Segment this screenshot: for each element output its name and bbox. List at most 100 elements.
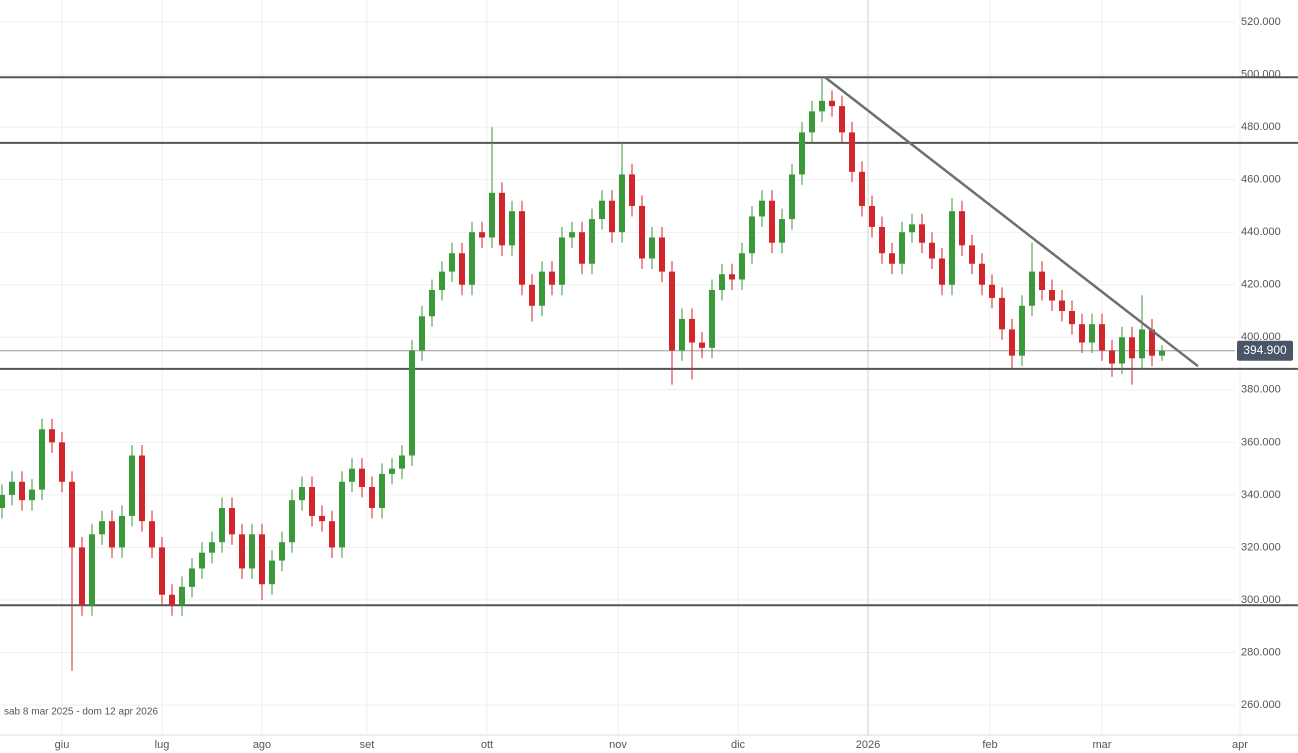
candle-body	[1079, 324, 1085, 343]
candle-body	[669, 271, 675, 351]
candle-body	[309, 487, 315, 516]
candle-body	[389, 468, 395, 474]
candle-body	[829, 100, 835, 107]
candle-body	[959, 211, 965, 246]
candle-body	[219, 508, 225, 543]
candle-body	[459, 253, 465, 285]
candle-body	[579, 232, 585, 264]
candle-body	[509, 211, 515, 246]
candle-body	[319, 515, 325, 522]
candle-body	[129, 455, 135, 516]
y-tick-label: 520.000	[1241, 16, 1281, 28]
candle-body	[879, 226, 885, 254]
candle-body	[719, 274, 725, 291]
last-price-label: 394.900	[1243, 343, 1287, 357]
candle-body	[119, 515, 125, 548]
candle-body	[489, 192, 495, 238]
candle-body	[259, 534, 265, 585]
candle-body	[849, 132, 855, 172]
x-tick-label: nov	[609, 739, 627, 751]
candle-body	[569, 232, 575, 238]
candle-body	[439, 271, 445, 291]
y-tick-label: 380.000	[1241, 384, 1281, 396]
candle-body	[769, 200, 775, 243]
candle-body	[1139, 329, 1145, 359]
candle-body	[269, 560, 275, 585]
candle-body	[399, 455, 405, 469]
candle-body	[749, 216, 755, 254]
candle-body	[549, 271, 555, 285]
candle-body	[529, 284, 535, 306]
candle-body	[609, 200, 615, 233]
candle-body	[329, 521, 335, 548]
candle-body	[9, 481, 15, 495]
candle-body	[949, 211, 955, 285]
y-tick-label: 500.000	[1241, 69, 1281, 81]
candle-body	[589, 219, 595, 264]
candle-body	[209, 542, 215, 553]
x-tick-label: set	[360, 739, 375, 751]
candle-body	[109, 521, 115, 548]
candle-body	[239, 534, 245, 569]
candle-body	[1019, 305, 1025, 356]
candle-body	[29, 489, 35, 501]
candle-body	[49, 429, 55, 443]
candle-body	[1059, 300, 1065, 312]
candle-body	[839, 106, 845, 133]
candle-body	[499, 192, 505, 246]
candle-body	[369, 487, 375, 509]
candle-body	[899, 232, 905, 264]
candle-body	[139, 455, 145, 522]
y-tick-label: 320.000	[1241, 541, 1281, 553]
y-tick-label: 260.000	[1241, 699, 1281, 711]
candle-body	[1069, 311, 1075, 325]
candle-body	[479, 232, 485, 238]
trend-line	[824, 76, 1199, 368]
y-tick-label: 340.000	[1241, 489, 1281, 501]
candle-body	[809, 111, 815, 133]
x-tick-label: apr	[1232, 739, 1248, 751]
x-tick-label: dic	[731, 739, 746, 751]
candle-body	[649, 237, 655, 259]
candle-body	[379, 473, 385, 509]
candle-body	[19, 481, 25, 501]
x-tick-label: lug	[155, 739, 170, 751]
candle-body	[299, 487, 305, 501]
candle-body	[469, 232, 475, 285]
candle-body	[149, 521, 155, 548]
candle-body	[429, 290, 435, 317]
candle-body	[359, 468, 365, 488]
y-tick-label: 480.000	[1241, 121, 1281, 133]
candle-body	[909, 224, 915, 233]
candle-body	[1049, 290, 1055, 301]
candle-body	[859, 171, 865, 206]
x-tick-label: 2026	[856, 739, 880, 751]
candle-body	[889, 253, 895, 264]
candle-body	[1039, 271, 1045, 291]
candle-body	[799, 132, 805, 175]
candle-body	[619, 174, 625, 233]
x-tick-label: ago	[253, 739, 271, 751]
candle-body	[759, 200, 765, 217]
candle-body	[789, 174, 795, 220]
candle-body	[1149, 329, 1155, 356]
candle-body	[99, 521, 105, 535]
candle-body	[699, 342, 705, 348]
candle-body	[419, 316, 425, 351]
candle-body	[59, 442, 65, 482]
candle-body	[869, 205, 875, 227]
x-tick-label: mar	[1093, 739, 1112, 751]
y-tick-label: 400.000	[1241, 331, 1281, 343]
candle-body	[779, 219, 785, 243]
y-tick-label: 300.000	[1241, 594, 1281, 606]
candle-body	[0, 494, 6, 509]
y-tick-label: 360.000	[1241, 436, 1281, 448]
candle-body	[89, 534, 95, 606]
candle-body	[1159, 350, 1165, 356]
candle-body	[159, 547, 165, 595]
candle-body	[1119, 337, 1125, 364]
candle-body	[1029, 271, 1035, 306]
candle-body	[1089, 324, 1095, 343]
